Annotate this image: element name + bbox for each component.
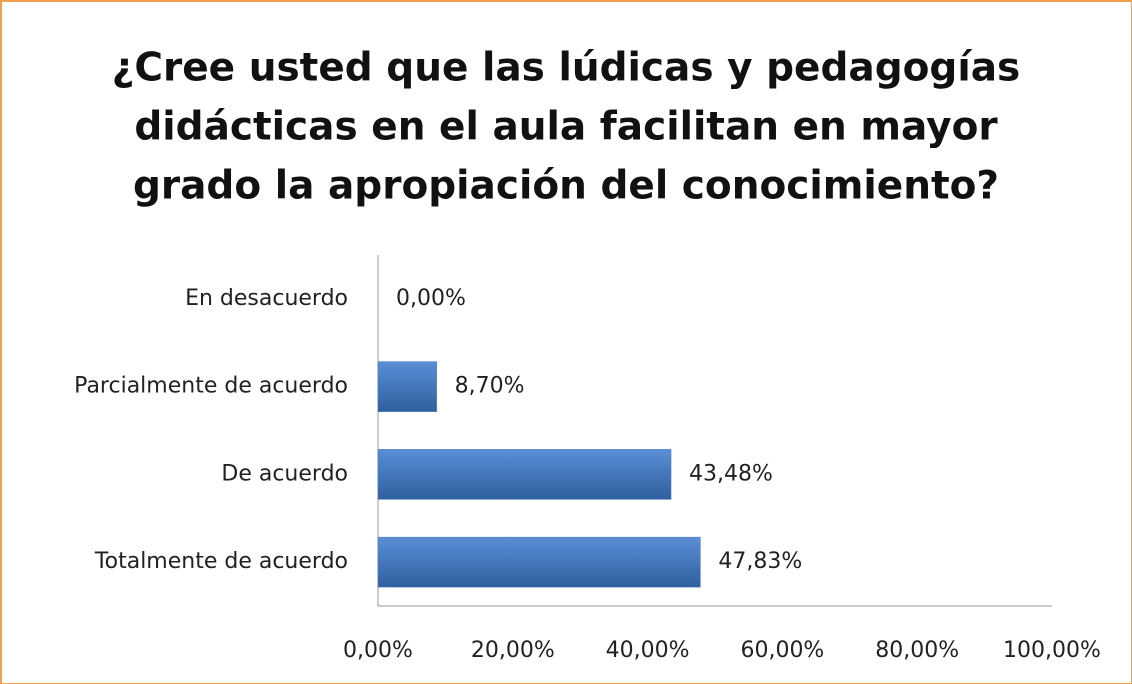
- chart-title: didácticas en el aula facilitan en mayor: [134, 105, 998, 150]
- bar: [377, 449, 672, 500]
- x-tick-label: 80,00%: [875, 638, 959, 663]
- data-label: 0,00%: [396, 286, 466, 311]
- chart-title: ¿Cree usted que las lúdicas y pedagogías: [112, 46, 1020, 91]
- x-tick-label: 0,00%: [343, 638, 413, 663]
- x-tick-label: 20,00%: [471, 638, 555, 663]
- x-tick-label: 100,00%: [1003, 638, 1101, 663]
- data-label: 47,83%: [718, 549, 802, 574]
- chart-title: grado la apropiación del conocimiento?: [133, 164, 999, 209]
- x-tick-label: 40,00%: [606, 638, 690, 663]
- y-tick-label: Parcialmente de acuerdo: [74, 374, 348, 399]
- data-label: 8,70%: [455, 374, 525, 399]
- bar: [377, 361, 437, 412]
- y-tick-label: Totalmente de acuerdo: [94, 549, 348, 574]
- bar: [377, 536, 701, 588]
- y-tick-label: En desacuerdo: [185, 286, 348, 311]
- data-label: 43,48%: [689, 461, 773, 486]
- x-tick-label: 60,00%: [740, 638, 824, 663]
- y-tick-label: De acuerdo: [221, 461, 348, 486]
